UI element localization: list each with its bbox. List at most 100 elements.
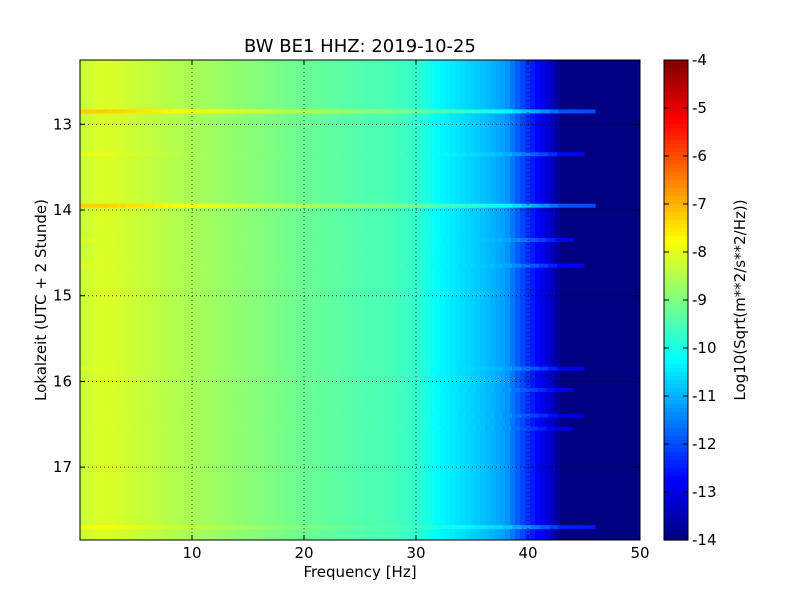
colorbar-segment <box>664 512 688 517</box>
heatmap-column <box>450 60 456 540</box>
heatmap-band-segment <box>341 152 351 157</box>
heatmap-band-segment <box>365 203 375 208</box>
heatmap-band-segment <box>172 525 182 530</box>
heatmap-column <box>190 60 196 540</box>
heatmap-band-segment <box>476 366 486 371</box>
heatmap-band-segment <box>388 238 398 242</box>
colorbar-segment <box>664 280 688 285</box>
heatmap-column <box>470 60 476 540</box>
heatmap-band-segment <box>392 109 403 114</box>
heatmap-column <box>135 60 141 540</box>
heatmap-band-segment <box>423 426 433 431</box>
heatmap-band-segment <box>361 388 371 392</box>
heatmap-band-segment <box>449 413 459 418</box>
colorbar-segment <box>664 528 688 533</box>
heatmap-column <box>520 60 526 540</box>
heatmap-band-segment <box>530 413 540 418</box>
heatmap-band-segment <box>383 525 394 530</box>
heatmap-band-segment <box>260 366 270 371</box>
colorbar-segment <box>664 448 688 453</box>
heatmap-band-segment <box>300 426 310 431</box>
colorbar-segment <box>664 176 688 181</box>
y-tick-label: 13 <box>53 115 72 133</box>
heatmap-column <box>205 60 211 540</box>
heatmap-band-segment <box>323 263 333 268</box>
heatmap-band-segment <box>413 366 423 371</box>
heatmap-band-segment <box>134 263 144 268</box>
plot-frame <box>79 59 641 541</box>
heatmap-band-segment <box>314 366 324 371</box>
colorbar-segment <box>664 348 688 353</box>
heatmap-band-segment <box>413 263 423 268</box>
heatmap-band-segment <box>134 366 144 371</box>
colorbar-segment <box>664 340 688 345</box>
heatmap-band-segment <box>564 388 574 392</box>
heatmap-column <box>340 60 346 540</box>
heatmap-band-segment <box>448 525 458 530</box>
heatmap-column <box>275 60 281 540</box>
colorbar-segment <box>664 100 688 105</box>
heatmap-band-segment <box>170 413 180 418</box>
heatmap-band-segment <box>170 366 180 371</box>
colorbar-segment <box>664 452 688 457</box>
heatmap-band-segment <box>341 413 351 418</box>
heatmap-band-segment <box>341 366 351 371</box>
colorbar-tick-label: -7 <box>692 195 707 213</box>
heatmap-column <box>295 60 301 540</box>
heatmap-band-segment <box>540 525 550 530</box>
heatmap-band-segment <box>314 152 324 157</box>
colorbar-segment <box>664 320 688 325</box>
heatmap-band-segment <box>305 413 315 418</box>
heatmap-band-segment <box>413 413 423 418</box>
heatmap-band-segment <box>440 238 451 242</box>
heatmap-column <box>245 60 251 540</box>
heatmap-column <box>285 60 291 540</box>
heatmap-band-segment <box>530 152 540 157</box>
colorbar-segment <box>664 520 688 525</box>
heatmap-band-segment <box>126 109 136 114</box>
colorbar-segment <box>664 276 688 281</box>
heatmap-band-segment <box>236 109 247 114</box>
heatmap-band-segment <box>220 388 231 392</box>
heatmap-band-segment <box>420 203 431 208</box>
colorbar-segment <box>664 356 688 361</box>
heatmap-band-segment <box>317 426 327 431</box>
heatmap-column <box>105 60 111 540</box>
heatmap-band-segment <box>540 203 550 208</box>
heatmap-band-segment <box>273 238 283 242</box>
heatmap-band-segment <box>558 109 569 114</box>
colorbar-segment <box>664 376 688 381</box>
heatmap-band-segment <box>404 263 414 268</box>
heatmap-band-segment <box>168 388 178 392</box>
heatmap-band-segment <box>224 263 234 268</box>
heatmap-band-segment <box>512 263 522 268</box>
heatmap-column <box>255 60 261 540</box>
heatmap-band-segment <box>414 426 424 431</box>
heatmap-column <box>570 60 576 540</box>
heatmap-column <box>415 60 421 540</box>
heatmap-band-segment <box>233 263 243 268</box>
heatmap-band-segment <box>402 525 412 530</box>
x-tick-label: 50 <box>630 544 649 562</box>
heatmap-band-segment <box>512 109 523 114</box>
colorbar-segment <box>664 496 688 501</box>
heatmap-band-segment <box>242 413 252 418</box>
heatmap-band-segment <box>475 109 486 114</box>
heatmap-band-segment <box>206 263 216 268</box>
heatmap-band-segment <box>296 413 306 418</box>
heatmap-band-segment <box>361 238 371 242</box>
colorbar-segment <box>664 256 688 261</box>
heatmap-band-segment <box>379 426 389 431</box>
heatmap-band-segment <box>247 388 257 392</box>
heatmap-band-segment <box>296 263 306 268</box>
heatmap-band-segment <box>141 426 151 431</box>
heatmap-band-segment <box>341 263 351 268</box>
heatmap-band-segment <box>176 238 187 242</box>
heatmap-band-segment <box>549 203 559 208</box>
colorbar-segment <box>664 436 688 441</box>
heatmap-band-segment <box>485 366 495 371</box>
colorbar-segment <box>664 96 688 101</box>
heatmap-band-segment <box>203 238 213 242</box>
heatmap-band-segment <box>557 152 567 157</box>
heatmap-band-segment <box>404 366 414 371</box>
